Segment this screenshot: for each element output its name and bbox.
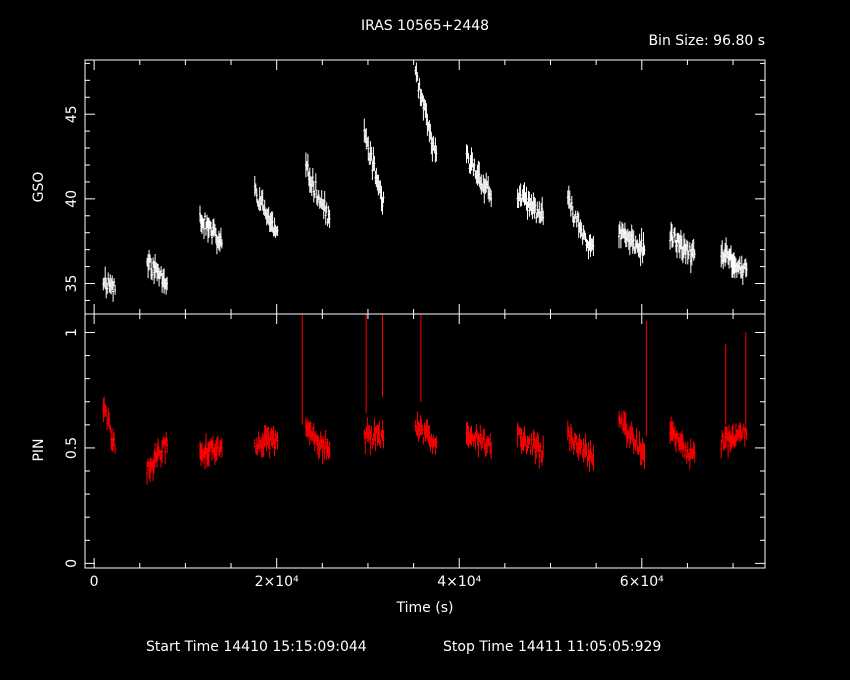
pin-y-axis-label: PIN (31, 438, 47, 461)
gso-x-ticks (93, 60, 734, 314)
gso-y-ticks: 35 40 45 (64, 62, 765, 301)
gso-segment-3 (253, 176, 279, 238)
x-tick-label: 6×10⁴ (620, 574, 664, 590)
pin-y-tick-label: 0 (64, 559, 80, 568)
gso-data-series (102, 62, 748, 302)
pin-x-ticks: 0 2×10⁴ 4×10⁴ 6×10⁴ (90, 314, 734, 590)
x-tick-label: 2×10⁴ (255, 574, 299, 590)
pin-panel-frame (84, 313, 766, 569)
pin-segment-7 (465, 421, 493, 460)
gso-segment-2 (199, 205, 223, 255)
pin-y-ticks: 00.51 (64, 328, 765, 568)
gso-y-tick-label: 35 (64, 275, 80, 293)
pin-segment-0 (102, 396, 117, 454)
pin-segment-3 (253, 424, 279, 459)
gso-y-tick-label: 40 (64, 190, 80, 208)
gso-segment-11 (669, 221, 696, 274)
gso-segment-10 (618, 221, 646, 267)
pin-segment-1 (146, 431, 169, 485)
gso-segment-5 (363, 118, 385, 215)
gso-segment-12 (720, 237, 748, 285)
pin-segment-8 (516, 422, 545, 469)
pin-segment-10 (618, 410, 646, 470)
gso-segment-1 (146, 249, 169, 295)
pin-y-tick-label: 0.5 (64, 437, 80, 459)
bin-size-label: Bin Size: 96.80 s (648, 33, 765, 49)
gso-panel-frame (84, 59, 766, 315)
pin-data-series (102, 314, 748, 485)
pin-segment-5 (363, 417, 385, 455)
pin-segment-6 (414, 411, 438, 455)
x-tick-label: 4×10⁴ (437, 574, 481, 590)
gso-segment-7 (465, 144, 493, 207)
pin-segment-2 (199, 433, 223, 470)
gso-segment-6 (414, 62, 438, 163)
stop-time-label: Stop Time 14411 11:05:05:929 (443, 639, 661, 655)
pin-segment-12 (720, 422, 748, 459)
pin-segment-11 (669, 416, 696, 470)
gso-segment-0 (102, 266, 117, 302)
gso-segment-8 (516, 182, 545, 225)
chart-title: IRAS 10565+2448 (361, 18, 489, 34)
gso-segment-4 (304, 152, 331, 229)
gso-panel: 35 40 45 GSO (31, 59, 766, 315)
x-axis-label: Time (s) (396, 600, 454, 616)
gso-segment-9 (566, 185, 595, 260)
pin-segment-9 (566, 420, 595, 472)
start-time-label: Start Time 14410 15:15:09:044 (146, 639, 367, 655)
pin-segment-4 (304, 417, 331, 464)
gso-y-tick-label: 45 (64, 105, 80, 123)
gso-y-axis-label: GSO (31, 172, 47, 203)
pin-panel: 00.51 0 2×10⁴ 4×10⁴ 6×10⁴ PIN Time (s) (31, 313, 766, 616)
x-tick-label: 0 (90, 574, 99, 590)
pin-y-tick-label: 1 (64, 328, 80, 337)
